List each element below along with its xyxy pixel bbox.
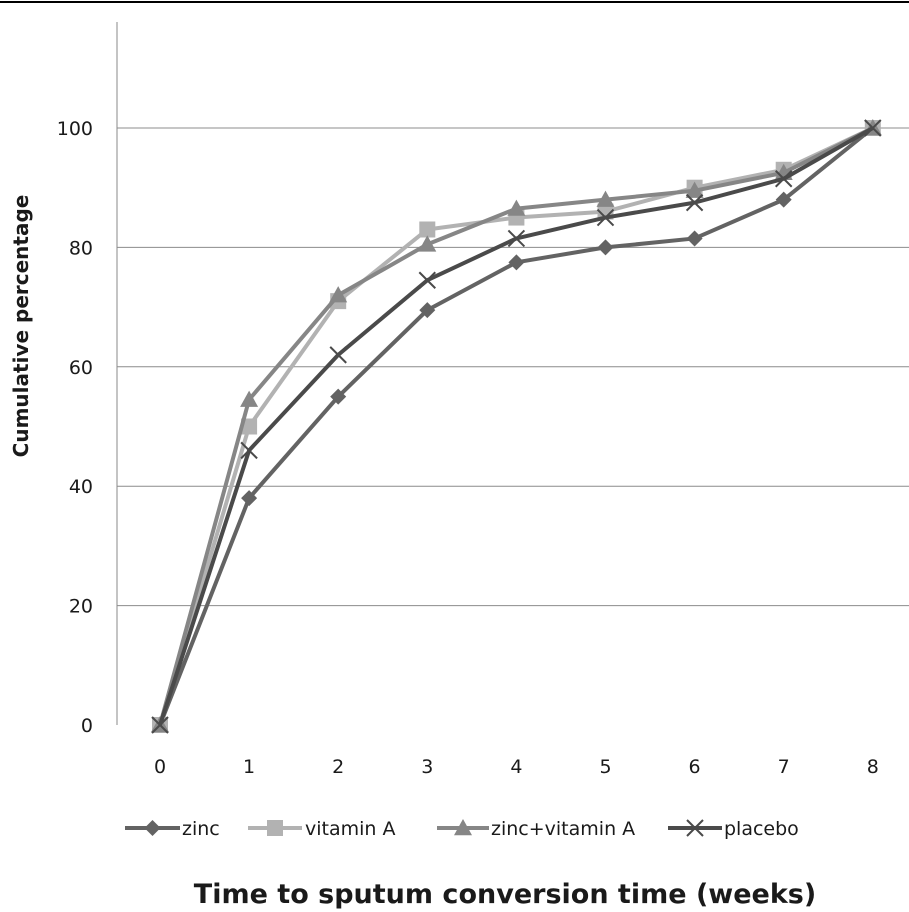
point-zinc (597, 239, 614, 256)
y-tick-label: 40 (69, 476, 93, 498)
legend: zinc vitamin A zinc+vitamin A placebo (125, 818, 799, 840)
y-tick-label: 80 (69, 237, 93, 259)
y-tick-labels: 0 20 40 60 80 100 (57, 118, 93, 737)
point-placebo (864, 119, 882, 137)
point-placebo (596, 208, 615, 227)
point-zinc (241, 490, 258, 507)
point-placebo-stroke (685, 193, 704, 212)
point-placebo (774, 170, 793, 188)
legend-item-zinc-vitamin-a: zinc+vitamin A (437, 818, 635, 840)
point-placebo-stroke (418, 271, 437, 289)
point-placebo (329, 346, 347, 364)
x-tick-label: 1 (243, 756, 255, 778)
x-axis-label: Time to sputum conversion time (weeks) (194, 879, 816, 910)
point-placebo-stroke (329, 346, 347, 364)
point-zinc-vitamin-a (329, 286, 348, 303)
legend-marker-placebo (686, 819, 704, 837)
point-placebo-stroke (151, 716, 169, 734)
legend-marker-zinc (144, 820, 161, 836)
point-zinc (419, 302, 436, 319)
point-zinc-vitamin-a (685, 181, 704, 198)
y-tick-label: 100 (57, 118, 93, 140)
point-placebo-stroke (864, 119, 882, 137)
x-tick-labels: 0 1 2 3 4 5 6 7 8 (154, 756, 879, 778)
x-tick-label: 7 (778, 756, 790, 778)
point-zinc (686, 230, 703, 247)
y-tick-label: 60 (69, 357, 93, 379)
point-placebo (507, 229, 526, 248)
point-placebo (418, 271, 437, 289)
legend-marker-vitamin-a (267, 820, 283, 836)
legend-item-placebo: placebo (668, 818, 799, 840)
series-placebo (151, 119, 882, 734)
legend-marker-zinc-vitamin-a (454, 819, 472, 836)
x-tick-label: 6 (689, 756, 701, 778)
point-zinc-vitamin-a (507, 199, 526, 216)
point-zinc-vitamin-a (418, 235, 437, 252)
legend-label: zinc+vitamin A (491, 818, 635, 840)
point-placebo (240, 441, 258, 460)
point-zinc (330, 388, 347, 405)
point-placebo (151, 716, 169, 734)
x-tick-label: 3 (421, 756, 433, 778)
legend-label: vitamin A (305, 818, 395, 840)
point-placebo (685, 193, 704, 212)
point-zinc (508, 254, 525, 271)
point-placebo-stroke (240, 441, 258, 460)
point-zinc-vitamin-a (240, 390, 259, 407)
legend-item-zinc: zinc (125, 818, 220, 840)
point-placebo-stroke (507, 229, 526, 248)
point-zinc (775, 191, 792, 208)
x-tick-label: 4 (510, 756, 522, 778)
legend-label: placebo (724, 818, 799, 840)
point-zinc-vitamin-a (596, 190, 615, 207)
y-tick-label: 20 (69, 596, 93, 618)
legend-label: zinc (182, 818, 220, 840)
series-zinc-vitamin-a (151, 119, 882, 733)
x-tick-label: 0 (154, 756, 166, 778)
y-axis-label: Cumulative percentage (9, 195, 33, 458)
point-vitamin-a (419, 221, 436, 238)
point-placebo-stroke (596, 208, 615, 227)
x-tick-label: 5 (599, 756, 611, 778)
y-tick-label: 0 (81, 715, 93, 737)
legend-marker-placebo-stroke (686, 819, 704, 837)
point-vitamin-a (241, 418, 258, 435)
gridlines (117, 127, 909, 607)
point-placebo-stroke (774, 170, 793, 188)
legend-item-vitamin-a: vitamin A (248, 818, 395, 840)
series-group (151, 119, 882, 734)
x-tick-label: 8 (867, 756, 879, 778)
x-tick-label: 2 (332, 756, 344, 778)
